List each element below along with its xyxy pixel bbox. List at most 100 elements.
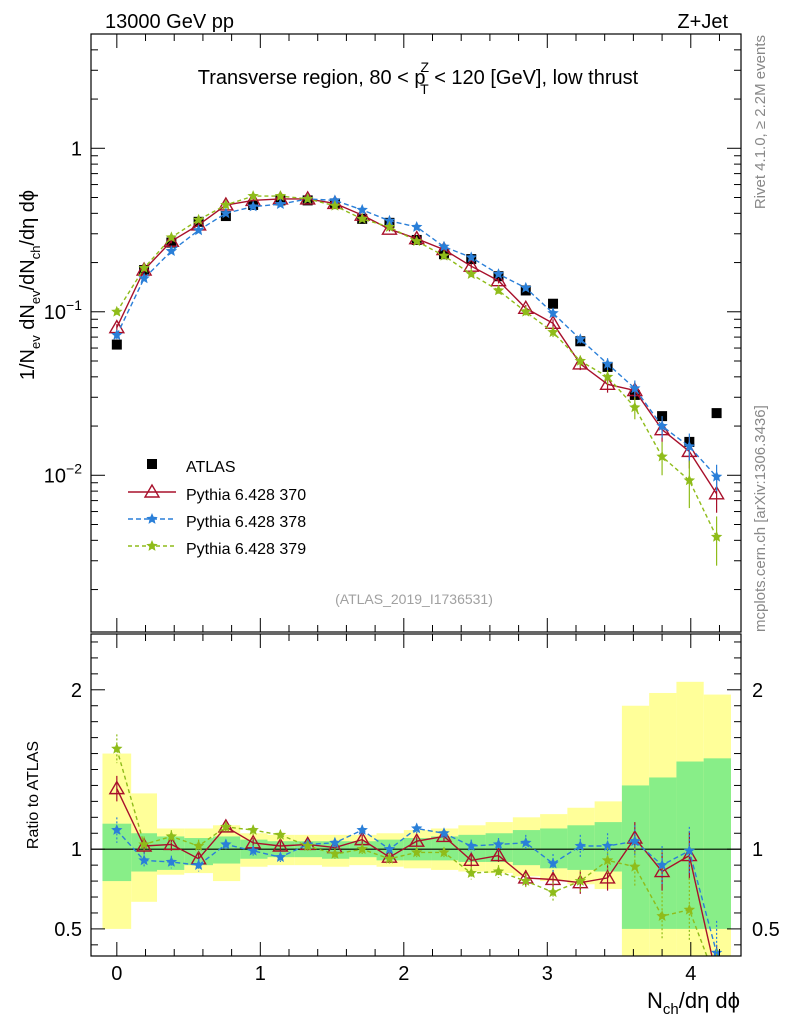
ratio-point-379	[247, 824, 259, 835]
point-atlas	[111, 339, 122, 350]
ratio-point-379	[411, 846, 423, 858]
point-378	[138, 272, 150, 284]
y-tick-base: 10	[44, 302, 66, 324]
point-379	[220, 199, 232, 210]
ratio-point-370	[599, 869, 616, 884]
point-378	[465, 251, 477, 263]
point-378	[629, 382, 641, 394]
legend-symbol	[146, 540, 158, 551]
ratio-point-379	[601, 854, 614, 866]
ratio-point-379	[356, 843, 368, 855]
legend-label-370: Pythia 6.428 370	[186, 487, 306, 504]
ratio-point-378	[329, 836, 341, 848]
x-tick-label: 0	[111, 963, 122, 985]
point-378	[247, 200, 259, 212]
ylabel-a: 1/N	[17, 349, 39, 380]
point-atlas	[548, 298, 559, 309]
title-sub: T	[420, 81, 429, 97]
ratio-point-378	[383, 843, 396, 855]
point-378	[601, 357, 614, 369]
ratio-point-378	[520, 836, 532, 848]
uncertainty-band-inner	[649, 777, 677, 929]
legend-marker-378	[128, 513, 176, 524]
title-tail: < 120 [GeV], low thrust	[429, 67, 639, 89]
point-378	[492, 268, 505, 279]
x-tick-label: 3	[542, 963, 553, 985]
x-tick-label: 2	[398, 963, 409, 985]
point-379	[356, 212, 368, 224]
y-tick-label: 10−1	[44, 297, 82, 324]
ratio-point-378	[274, 851, 287, 862]
ratio-point-378	[411, 822, 423, 834]
ratio-y-tick-label-left: 1	[71, 839, 82, 861]
point-379	[138, 262, 150, 273]
ratio-point-379	[465, 867, 477, 878]
y-tick-exponent: −2	[66, 460, 82, 476]
ylabel-f: ch	[28, 246, 43, 260]
ratio-point-370	[108, 780, 126, 795]
ratio-tick-labels: 0.5 0.5 1 1 2 2 0 1 2 3 4	[54, 680, 780, 985]
point-378	[329, 194, 341, 206]
point-379	[629, 401, 641, 413]
point-379	[574, 355, 586, 366]
point-378	[192, 224, 205, 236]
line-379	[116, 195, 718, 538]
title-head: Transverse region, 80 < p	[198, 67, 426, 89]
legend-symbol	[146, 513, 158, 524]
legend-label-379: Pythia 6.428 379	[186, 541, 306, 558]
ratio-point-378	[492, 838, 505, 850]
point-378	[165, 245, 178, 256]
y-tick-exponent: −1	[66, 297, 82, 313]
point-379	[683, 474, 696, 486]
xlabel-b: ch	[663, 1001, 679, 1018]
uncertainty-band-inner	[621, 785, 650, 929]
ratio-point-379	[274, 828, 287, 840]
ratio-point-379	[111, 742, 123, 754]
ratio-point-370	[463, 851, 480, 867]
ratio-plot-marks	[91, 681, 741, 987]
ylabel-e: /dN	[17, 259, 39, 290]
main-plot-panel: 110−110−2 Transverse region, 80 < pZ T < …	[17, 33, 742, 633]
ratio-point-378	[656, 859, 668, 870]
ratio-y-tick-label-left: 0.5	[54, 919, 82, 941]
ratio-point-370	[653, 863, 671, 878]
ratio-point-378	[438, 827, 450, 839]
ylabel-g: /dη dϕ	[17, 190, 39, 246]
y-tick-label: 1	[71, 138, 82, 160]
point-379	[601, 370, 614, 382]
ratio-point-379	[574, 875, 586, 886]
uncertainty-band-inner	[703, 758, 731, 929]
ratio-axis-ticks	[91, 634, 741, 956]
point-379	[302, 192, 314, 204]
ratio-point-370	[135, 837, 153, 852]
y-tick-base: 10	[44, 465, 66, 487]
point-379	[547, 326, 559, 338]
ratio-point-379	[711, 976, 722, 987]
ratio-point-379	[656, 910, 668, 921]
ratio-point-378	[247, 844, 259, 856]
legend-label-atlas: ATLAS	[186, 459, 236, 476]
ratio-point-379	[547, 886, 559, 898]
legend-symbol	[143, 483, 161, 498]
legend-marker-379	[128, 540, 176, 551]
ratio-point-378	[192, 859, 205, 870]
ratio-point-379	[329, 848, 341, 859]
ratio-point-378	[629, 835, 641, 847]
point-378	[710, 470, 723, 482]
legend-label-378: Pythia 6.428 378	[186, 514, 306, 531]
point-379	[329, 199, 341, 211]
ratio-point-379	[220, 820, 232, 832]
point-370	[599, 375, 616, 391]
ratio-point-378	[465, 840, 477, 851]
ratio-point-379	[683, 903, 696, 915]
point-atlas	[220, 211, 231, 222]
ratio-y-tick-label-right: 1	[752, 839, 763, 861]
point-379	[465, 268, 477, 279]
ratio-point-378	[547, 857, 559, 869]
xlabel-c: /dη dϕ	[679, 988, 740, 1013]
y-tick-label: 10−2	[44, 460, 82, 487]
point-378	[656, 420, 668, 431]
point-379	[247, 190, 259, 201]
ratio-plot-panel: 0.5 0.5 1 1 2 2 0 1 2 3 4 Ratio to ATLAS Nch/dη dϕ	[25, 633, 780, 1018]
